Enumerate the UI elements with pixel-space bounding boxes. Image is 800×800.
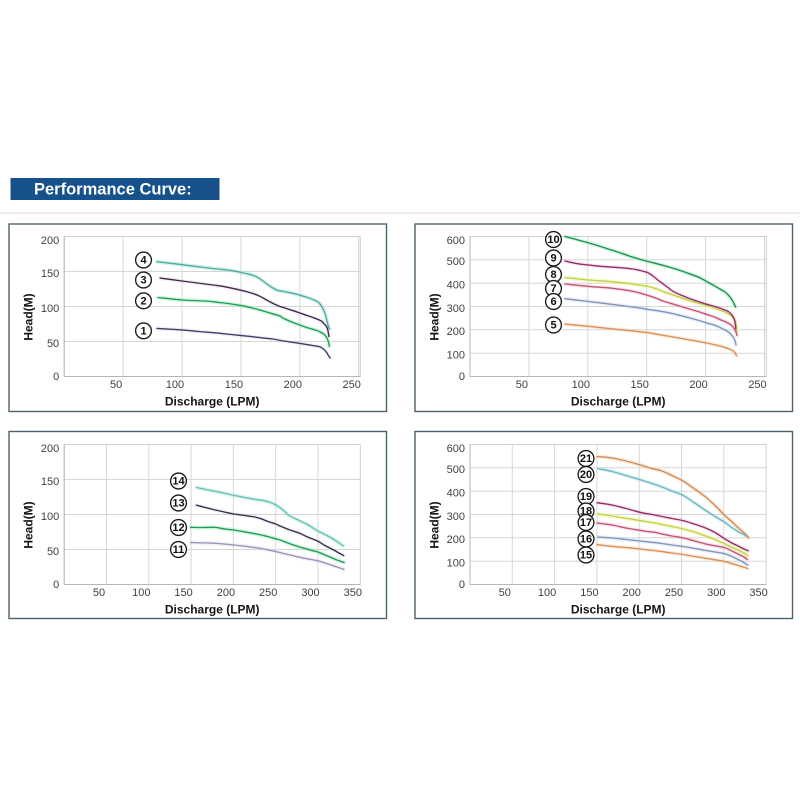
svg-text:Discharge (LPM): Discharge (LPM) bbox=[165, 395, 260, 409]
svg-text:Head(M): Head(M) bbox=[428, 293, 442, 340]
svg-text:19: 19 bbox=[580, 491, 592, 503]
svg-text:150: 150 bbox=[580, 587, 598, 599]
svg-text:6: 6 bbox=[550, 296, 556, 308]
svg-text:100: 100 bbox=[166, 379, 184, 391]
svg-text:50: 50 bbox=[93, 587, 105, 599]
svg-text:150: 150 bbox=[41, 268, 59, 280]
svg-text:150: 150 bbox=[41, 476, 59, 488]
svg-text:100: 100 bbox=[41, 303, 59, 315]
svg-text:21: 21 bbox=[580, 453, 592, 465]
svg-text:250: 250 bbox=[343, 379, 361, 391]
svg-text:200: 200 bbox=[217, 587, 235, 599]
svg-text:150: 150 bbox=[174, 587, 192, 599]
svg-text:150: 150 bbox=[225, 379, 243, 391]
svg-text:Discharge (LPM): Discharge (LPM) bbox=[165, 603, 260, 617]
svg-text:200: 200 bbox=[447, 534, 465, 546]
svg-text:4: 4 bbox=[140, 255, 147, 267]
svg-text:50: 50 bbox=[499, 587, 511, 599]
svg-text:500: 500 bbox=[447, 256, 465, 268]
svg-text:300: 300 bbox=[447, 511, 465, 523]
svg-text:Head(M): Head(M) bbox=[22, 293, 36, 340]
svg-text:Head(M): Head(M) bbox=[428, 501, 442, 548]
svg-text:200: 200 bbox=[41, 235, 59, 247]
svg-text:20: 20 bbox=[580, 469, 592, 481]
svg-text:0: 0 bbox=[459, 371, 465, 383]
svg-text:0: 0 bbox=[53, 371, 59, 383]
svg-text:13: 13 bbox=[172, 498, 184, 510]
svg-text:350: 350 bbox=[344, 587, 362, 599]
svg-text:100: 100 bbox=[447, 558, 465, 570]
svg-text:100: 100 bbox=[132, 587, 150, 599]
svg-text:3: 3 bbox=[140, 275, 146, 287]
svg-text:0: 0 bbox=[53, 579, 59, 591]
svg-text:5: 5 bbox=[550, 320, 556, 332]
svg-text:7: 7 bbox=[550, 283, 556, 295]
svg-text:350: 350 bbox=[749, 587, 767, 599]
svg-text:200: 200 bbox=[623, 587, 641, 599]
svg-text:12: 12 bbox=[172, 522, 184, 534]
svg-text:16: 16 bbox=[580, 534, 592, 546]
svg-text:400: 400 bbox=[447, 488, 465, 500]
svg-text:300: 300 bbox=[707, 587, 725, 599]
svg-text:50: 50 bbox=[47, 338, 59, 350]
svg-text:600: 600 bbox=[447, 235, 465, 247]
svg-text:1: 1 bbox=[140, 325, 146, 337]
svg-text:10: 10 bbox=[547, 234, 559, 246]
svg-text:400: 400 bbox=[447, 280, 465, 292]
svg-text:200: 200 bbox=[41, 443, 59, 455]
svg-text:2: 2 bbox=[140, 295, 146, 307]
svg-text:Discharge (LPM): Discharge (LPM) bbox=[571, 603, 666, 617]
svg-text:50: 50 bbox=[110, 379, 122, 391]
svg-text:Discharge (LPM): Discharge (LPM) bbox=[571, 395, 666, 409]
svg-text:250: 250 bbox=[665, 587, 683, 599]
svg-text:50: 50 bbox=[47, 546, 59, 558]
svg-text:50: 50 bbox=[516, 379, 528, 391]
svg-text:600: 600 bbox=[447, 443, 465, 455]
svg-text:100: 100 bbox=[41, 511, 59, 523]
svg-text:11: 11 bbox=[173, 544, 185, 556]
svg-text:200: 200 bbox=[284, 379, 302, 391]
svg-text:300: 300 bbox=[447, 303, 465, 315]
svg-text:15: 15 bbox=[580, 550, 592, 562]
svg-text:200: 200 bbox=[447, 326, 465, 338]
svg-text:8: 8 bbox=[550, 269, 556, 281]
svg-text:250: 250 bbox=[748, 379, 766, 391]
svg-text:0: 0 bbox=[459, 579, 465, 591]
svg-text:14: 14 bbox=[172, 476, 185, 488]
svg-text:100: 100 bbox=[572, 379, 590, 391]
svg-text:200: 200 bbox=[689, 379, 707, 391]
svg-text:9: 9 bbox=[550, 253, 556, 265]
svg-text:250: 250 bbox=[259, 587, 277, 599]
svg-text:17: 17 bbox=[580, 517, 592, 529]
svg-text:Performance Curve:: Performance Curve: bbox=[34, 180, 192, 198]
svg-text:300: 300 bbox=[301, 587, 319, 599]
svg-text:100: 100 bbox=[538, 587, 556, 599]
svg-text:100: 100 bbox=[447, 350, 465, 362]
svg-text:150: 150 bbox=[631, 379, 649, 391]
svg-text:Head(M): Head(M) bbox=[22, 501, 36, 548]
svg-text:500: 500 bbox=[447, 464, 465, 476]
